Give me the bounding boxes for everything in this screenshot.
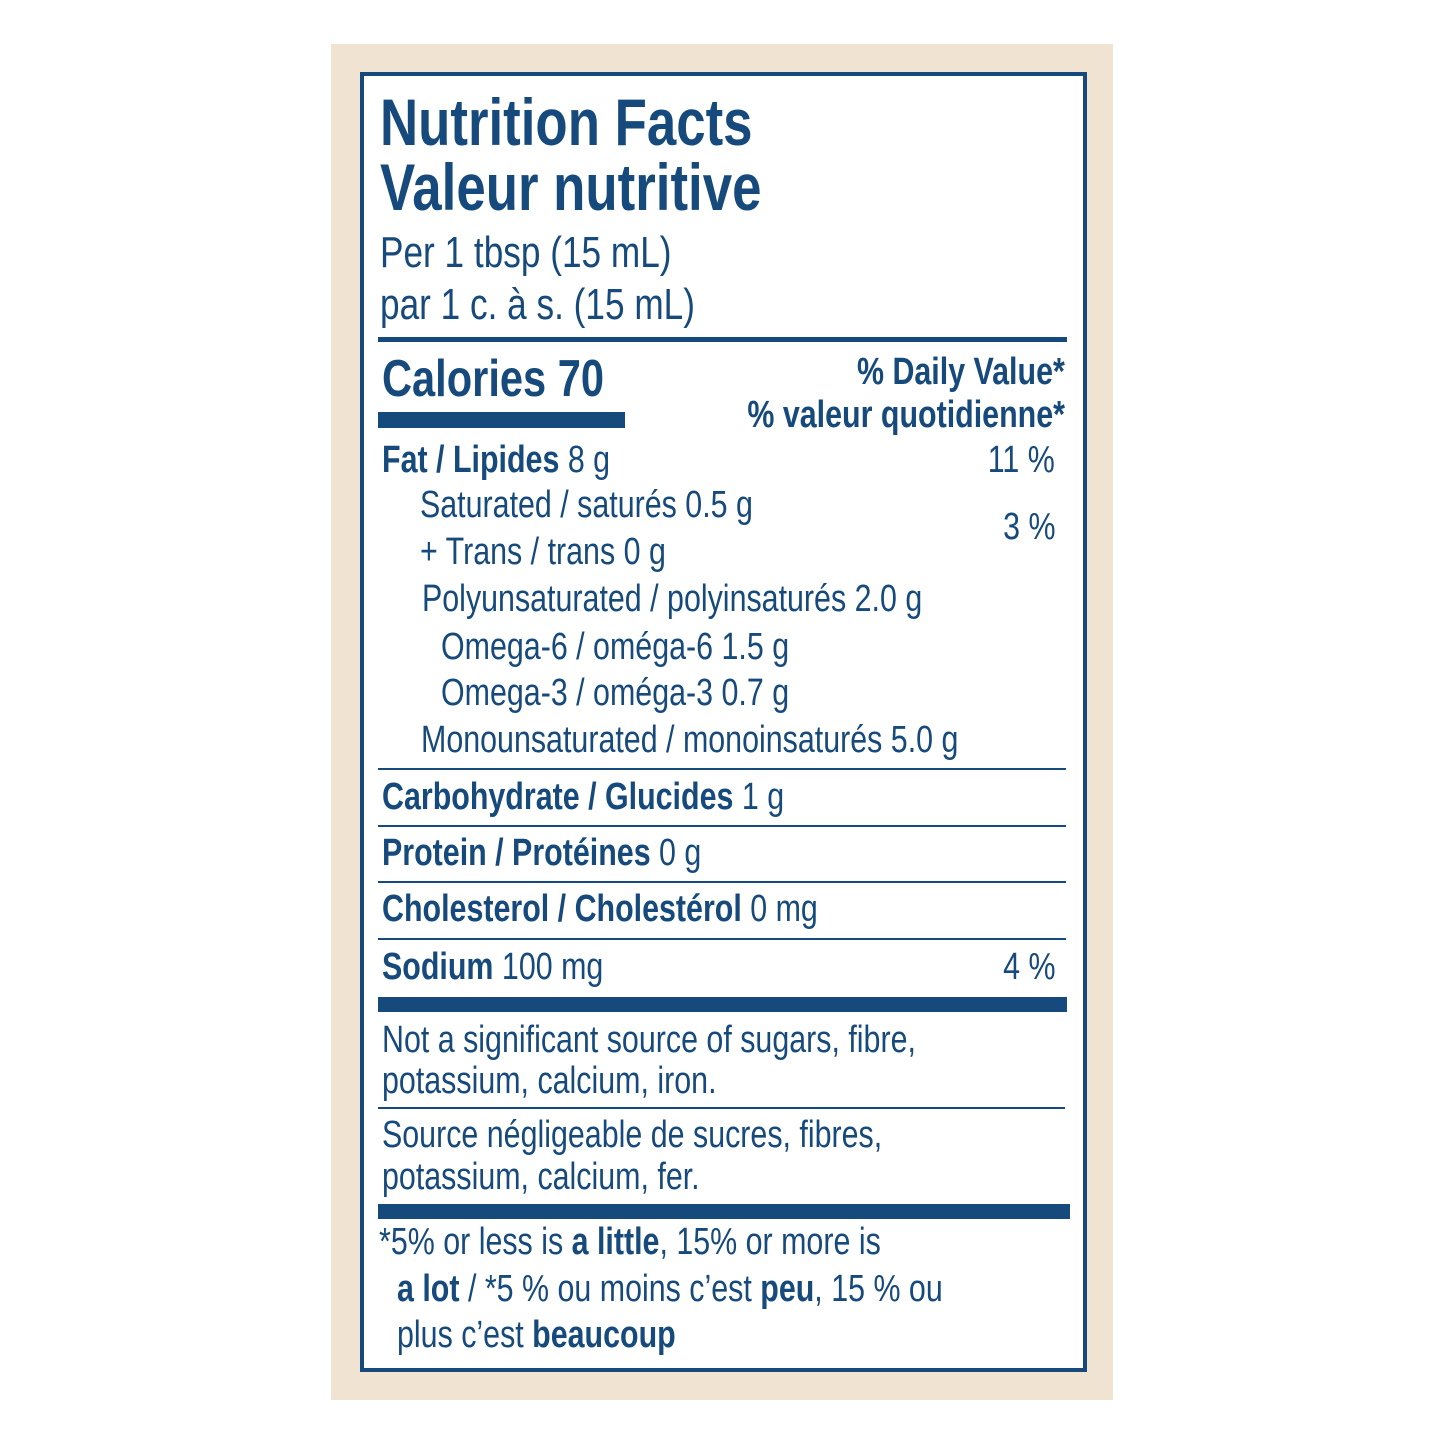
- sodium-label: Sodium: [382, 946, 494, 988]
- omega6-row: Omega-6 / oméga-6 1.5 g: [441, 626, 790, 668]
- title-fr: Valeur nutritive: [380, 150, 762, 224]
- fat-row: Fat / Lipides 8 g: [382, 441, 610, 479]
- daily-value-header-en: % Daily Value*: [857, 351, 1065, 393]
- calories: Calories 70: [382, 353, 604, 405]
- omega3-row: Omega-3 / oméga-3 0.7 g: [441, 672, 790, 714]
- sat-trans-dv: 3 %: [1002, 506, 1055, 548]
- footnote-text: plus c’est: [397, 1314, 533, 1356]
- footnote-bold: beaucoup: [532, 1314, 676, 1356]
- divider: [378, 881, 1066, 883]
- divider: [378, 825, 1066, 827]
- sodium-dv: 4 %: [1002, 946, 1055, 988]
- protein-label: Protein / Protéines: [382, 832, 651, 874]
- protein-amount: 0 g: [659, 832, 702, 874]
- footnote-text: *5% or less is: [379, 1221, 572, 1263]
- footnote-line1: *5% or less is a little, 15% or more is: [379, 1223, 881, 1261]
- cholesterol-label: Cholesterol / Cholestérol: [382, 888, 742, 930]
- cholesterol-row: Cholesterol / Cholestérol 0 mg: [382, 890, 818, 928]
- footnote-bold: peu: [760, 1268, 815, 1310]
- sodium-row: Sodium 100 mg: [382, 948, 603, 986]
- trans-row: + Trans / trans 0 g: [420, 531, 666, 573]
- calories-bar: [378, 412, 625, 428]
- sodium-amount: 100 mg: [501, 946, 604, 988]
- fat-amount: 8 g: [567, 439, 611, 481]
- divider: [378, 938, 1066, 940]
- calories-label: Calories: [382, 350, 547, 408]
- thick-divider: [378, 997, 1067, 1012]
- footnote-text: , 15% or more is: [659, 1221, 881, 1263]
- carb-label: Carbohydrate / Glucides: [382, 776, 734, 818]
- calories-value: 70: [557, 350, 605, 408]
- thick-divider: [378, 1204, 1070, 1219]
- nutrition-facts-panel: [360, 72, 1087, 1372]
- serving-size-fr: par 1 c. à s. (15 mL): [380, 280, 695, 329]
- footnote-text: / *5 % ou moins c’est: [459, 1268, 761, 1310]
- fat-dv: 11 %: [987, 439, 1055, 481]
- polyunsaturated-row: Polyunsaturated / polyinsaturés 2.0 g: [422, 578, 923, 620]
- not-significant-en-line1: Not a significant source of sugars, fibr…: [382, 1019, 916, 1061]
- monounsaturated-row: Monounsaturated / monoinsaturés 5.0 g: [421, 719, 959, 761]
- protein-row: Protein / Protéines 0 g: [382, 834, 701, 872]
- carbohydrate-row: Carbohydrate / Glucides 1 g: [382, 778, 784, 816]
- serving-size-en: Per 1 tbsp (15 mL): [380, 228, 672, 277]
- not-significant-fr-line2: potassium, calcium, fer.: [382, 1156, 700, 1198]
- footnote-line2: a lot / *5 % ou moins c’est peu, 15 % ou: [397, 1270, 943, 1308]
- footnote-bold: a little: [571, 1221, 660, 1263]
- saturated-row: Saturated / saturés 0.5 g: [420, 484, 753, 526]
- divider: [378, 337, 1067, 342]
- divider: [378, 1107, 1065, 1109]
- daily-value-header-fr: % valeur quotidienne*: [747, 394, 1065, 436]
- divider: [378, 768, 1066, 770]
- cholesterol-amount: 0 mg: [750, 888, 818, 930]
- title-en: Nutrition Facts: [380, 85, 753, 159]
- carb-amount: 1 g: [741, 776, 785, 818]
- footnote-bold: a lot: [397, 1268, 460, 1310]
- fat-label: Fat / Lipides: [382, 439, 560, 481]
- not-significant-en-line2: potassium, calcium, iron.: [382, 1060, 717, 1102]
- not-significant-fr-line1: Source négligeable de sucres, fibres,: [382, 1114, 883, 1156]
- footnote-line3: plus c’est beaucoup: [397, 1316, 676, 1354]
- footnote-text: , 15 % ou: [814, 1268, 943, 1310]
